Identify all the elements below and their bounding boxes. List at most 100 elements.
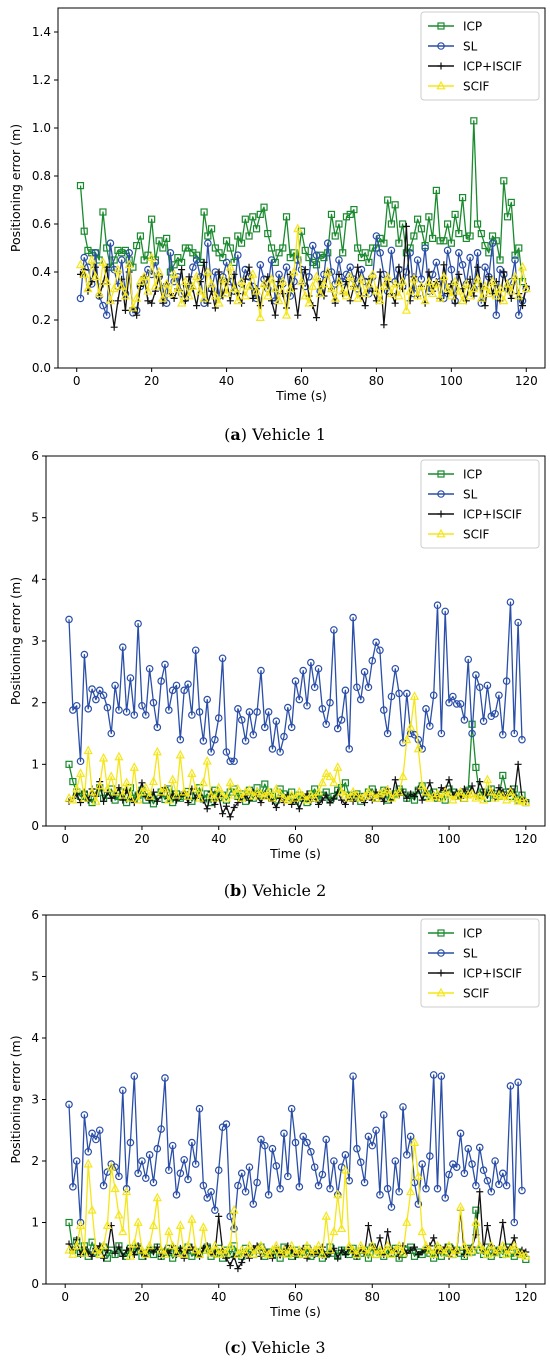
data-point <box>383 1240 393 1250</box>
data-point <box>133 242 141 250</box>
data-point <box>376 1234 384 1242</box>
data-point <box>187 1214 197 1223</box>
data-point <box>384 196 392 204</box>
data-point <box>271 311 279 319</box>
data-point <box>360 288 370 297</box>
data-point <box>372 232 381 240</box>
data-point <box>99 208 107 216</box>
data-point <box>425 792 435 802</box>
data-point <box>278 276 288 285</box>
data-point <box>323 266 333 276</box>
data-point <box>319 278 329 288</box>
data-point <box>189 263 197 272</box>
data-point <box>515 244 523 252</box>
data-point <box>387 220 396 228</box>
legend-label: SL <box>463 40 478 54</box>
data-point <box>514 311 523 320</box>
data-point <box>476 778 484 786</box>
data-point <box>394 290 404 300</box>
data-point <box>284 703 292 712</box>
data-point <box>210 1240 220 1250</box>
data-point <box>119 1252 127 1260</box>
data-point <box>161 1074 169 1082</box>
data-point <box>202 1244 212 1254</box>
data-point <box>279 1244 289 1254</box>
data-point <box>206 1247 216 1257</box>
data-point <box>222 802 230 810</box>
data-point <box>285 283 295 293</box>
data-point <box>156 1244 166 1254</box>
legend-label: SCIF <box>463 987 490 1001</box>
data-point <box>333 1189 343 1199</box>
series-group <box>64 598 531 821</box>
data-point <box>455 1201 466 1211</box>
data-point <box>356 273 367 283</box>
data-point <box>121 306 129 314</box>
data-point <box>450 276 460 285</box>
data-point <box>152 746 162 756</box>
data-point <box>402 1217 412 1226</box>
data-point <box>185 273 193 281</box>
data-point <box>486 786 496 796</box>
data-point <box>425 213 433 221</box>
data-point <box>72 1240 82 1250</box>
data-point <box>91 249 100 257</box>
data-point <box>509 792 519 802</box>
data-point <box>75 1220 86 1229</box>
data-point <box>264 708 273 716</box>
data-point <box>299 666 307 675</box>
data-point <box>335 220 343 228</box>
data-point <box>94 288 104 297</box>
data-point <box>230 1252 238 1260</box>
data-point <box>447 239 455 247</box>
data-point <box>502 677 511 685</box>
data-point <box>485 273 493 281</box>
data-point <box>188 711 196 719</box>
data-point <box>279 792 289 802</box>
caption-part: ) Vehicle 3 <box>240 1338 325 1357</box>
data-point <box>185 244 193 252</box>
data-point <box>447 265 456 274</box>
data-point <box>315 288 325 297</box>
data-point <box>226 297 234 305</box>
data-point <box>336 1223 347 1233</box>
data-point <box>221 1247 232 1257</box>
data-point <box>102 276 112 285</box>
data-point <box>172 681 181 690</box>
data-point <box>402 734 412 744</box>
data-point <box>379 706 388 714</box>
data-point <box>391 201 399 209</box>
data-point <box>354 244 362 252</box>
caption-part: c <box>231 1338 241 1357</box>
data-point <box>199 737 208 745</box>
data-point <box>147 252 157 261</box>
data-point <box>475 1240 485 1250</box>
legend-label: ICP <box>463 927 482 941</box>
data-point <box>496 256 504 264</box>
data-point <box>106 1161 116 1171</box>
data-point <box>363 1247 374 1257</box>
data-point <box>276 1184 284 1193</box>
data-point <box>176 735 185 744</box>
data-point <box>257 799 265 807</box>
data-point <box>175 749 185 759</box>
data-point <box>148 776 159 785</box>
data-point <box>109 283 119 293</box>
data-point <box>386 288 397 297</box>
data-point <box>421 786 431 796</box>
data-point <box>499 1219 507 1226</box>
data-point <box>333 724 342 733</box>
data-point <box>133 311 141 319</box>
data-point <box>154 266 164 276</box>
data-point <box>367 789 377 799</box>
data-point <box>267 1244 278 1254</box>
data-point <box>410 1252 419 1260</box>
data-point <box>304 297 314 307</box>
data-point <box>145 1151 154 1159</box>
x-tick-label: 60 <box>294 374 309 388</box>
data-point <box>283 794 293 804</box>
data-point <box>409 273 419 283</box>
data-point <box>487 276 498 285</box>
data-point <box>222 748 231 756</box>
data-point <box>307 1147 315 1156</box>
